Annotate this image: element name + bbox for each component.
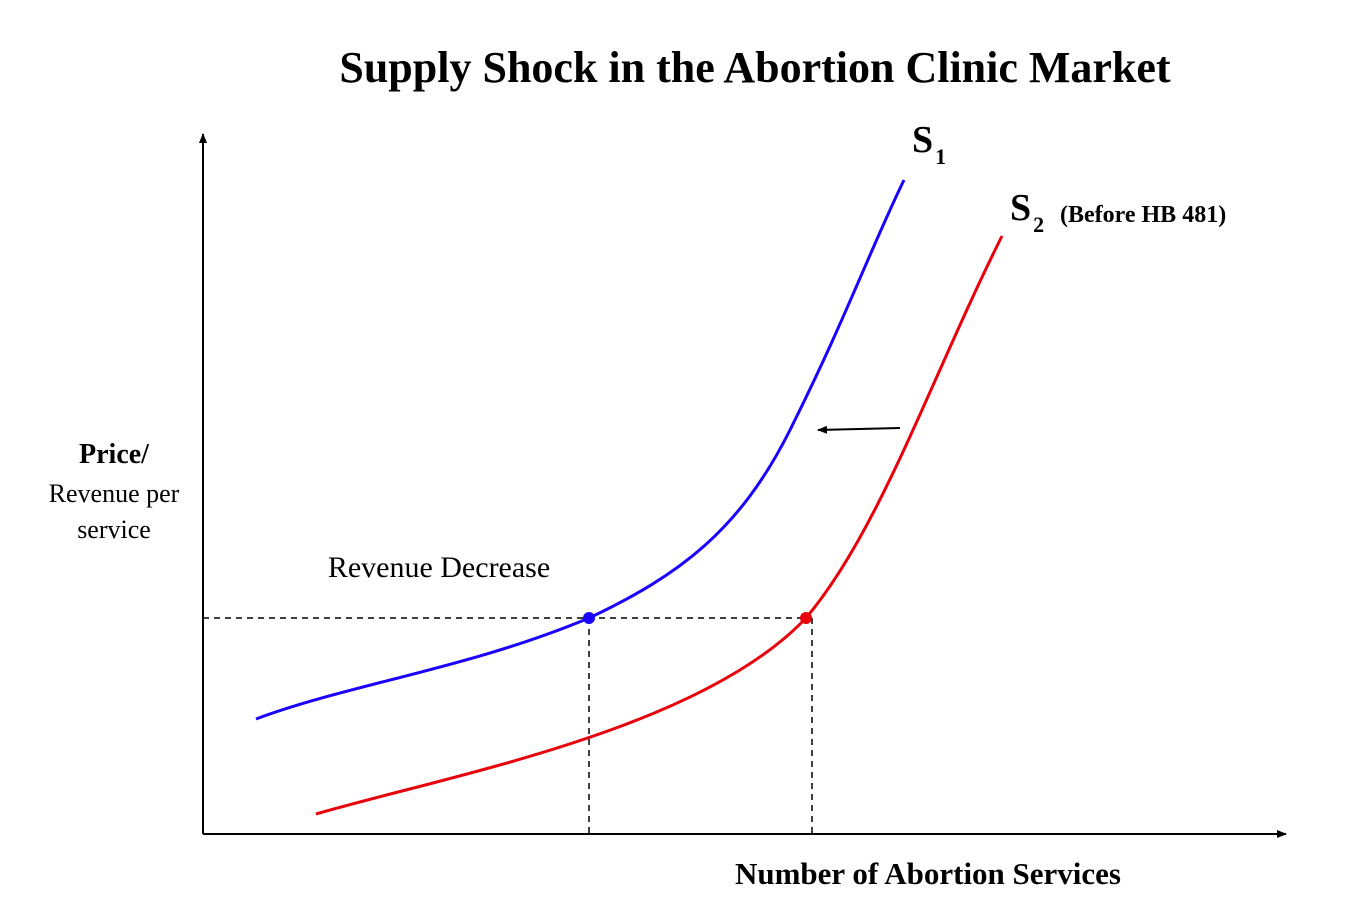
equilibrium-point-s2 [800,612,812,624]
supply-curve-s2 [315,235,1004,816]
s1-label: S1 [912,119,946,169]
x-axis-label: Number of Abortion Services [735,856,1121,891]
shift-arrow [817,425,901,434]
s2-subscript: 2 [1033,212,1044,237]
s2-note: (Before HB 481) [1060,202,1226,228]
y-axis-label-line2: Revenue per [49,479,180,508]
s1-subscript: 1 [935,144,946,169]
revenue-decrease-annotation: Revenue Decrease [328,551,550,584]
chart-title: Supply Shock in the Abortion Clinic Mark… [339,43,1171,92]
s2-label: S2 [1010,187,1044,237]
s2-letter: S [1010,187,1031,229]
supply-curve-s1 [255,179,906,721]
equilibrium-point-s1 [583,612,595,624]
s1-letter: S [912,119,933,161]
y-axis-label-main: Price/ [79,439,150,470]
y-axis-label-line3: service [77,515,151,544]
